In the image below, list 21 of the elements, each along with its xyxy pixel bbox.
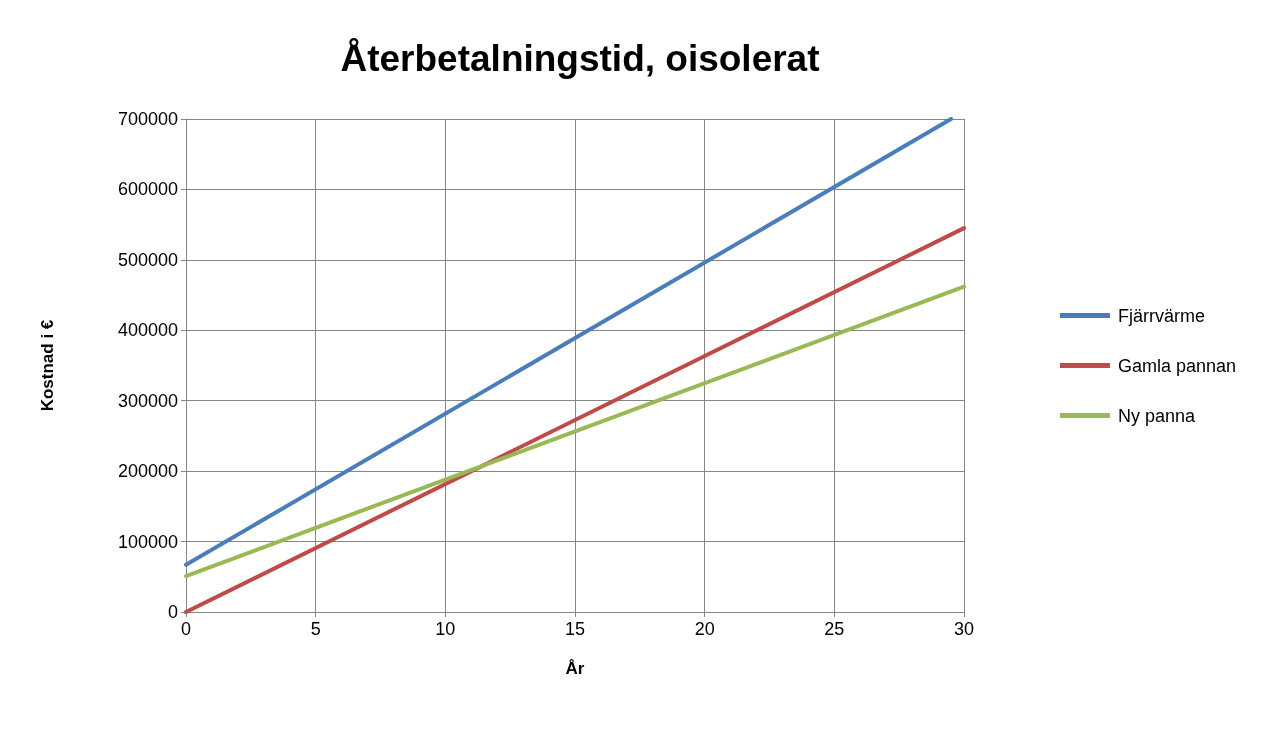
x-tick-label: 5 (310, 619, 321, 639)
x-tick-label: 25 (824, 619, 845, 639)
x-tick-label: 30 (953, 619, 975, 639)
y-tick-label: 100000 (117, 531, 178, 552)
x-tick-label: 0 (180, 619, 192, 639)
legend-label: Gamla pannan (1117, 355, 1237, 376)
x-tick-label: 10 (435, 619, 456, 639)
y-tick-label: 500000 (117, 249, 178, 270)
y-tick-label: 400000 (117, 320, 178, 341)
y-tick-label: 300000 (117, 390, 178, 411)
legend-label: Ny panna (1117, 405, 1196, 426)
y-tick-label: 600000 (117, 179, 178, 200)
x-tick-label: 20 (694, 619, 715, 639)
y-axis-title: Kostnad i € (38, 319, 57, 412)
legend-label: Fjärrvärme (1117, 305, 1205, 326)
y-tick-label: 200000 (117, 461, 178, 482)
y-tick-label: 700000 (117, 109, 178, 129)
x-tick-label: 15 (564, 619, 586, 639)
x-axis-title: År (565, 659, 585, 678)
y-tick-label: 0 (167, 602, 178, 622)
chart-title: Återbetalningstid, oisolerat (340, 38, 820, 79)
